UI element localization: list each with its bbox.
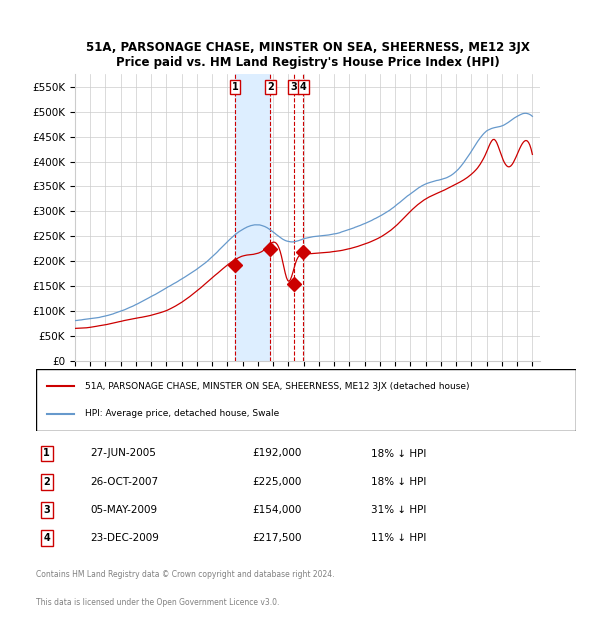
Text: £154,000: £154,000 bbox=[252, 505, 301, 515]
Text: 31% ↓ HPI: 31% ↓ HPI bbox=[371, 505, 426, 515]
Text: 4: 4 bbox=[43, 533, 50, 543]
Text: This data is licensed under the Open Government Licence v3.0.: This data is licensed under the Open Gov… bbox=[36, 598, 280, 607]
Text: 4: 4 bbox=[300, 82, 307, 92]
Text: 1: 1 bbox=[232, 82, 238, 92]
Text: 23-DEC-2009: 23-DEC-2009 bbox=[90, 533, 159, 543]
FancyBboxPatch shape bbox=[36, 369, 576, 431]
Text: 3: 3 bbox=[43, 505, 50, 515]
Text: 51A, PARSONAGE CHASE, MINSTER ON SEA, SHEERNESS, ME12 3JX (detached house): 51A, PARSONAGE CHASE, MINSTER ON SEA, SH… bbox=[85, 382, 469, 391]
Text: 1: 1 bbox=[43, 448, 50, 459]
Text: HPI: Average price, detached house, Swale: HPI: Average price, detached house, Swal… bbox=[85, 409, 279, 418]
Text: 26-OCT-2007: 26-OCT-2007 bbox=[90, 477, 158, 487]
Text: 2: 2 bbox=[43, 477, 50, 487]
Bar bbox=[235, 74, 271, 361]
Text: 2: 2 bbox=[267, 82, 274, 92]
Title: 51A, PARSONAGE CHASE, MINSTER ON SEA, SHEERNESS, ME12 3JX
Price paid vs. HM Land: 51A, PARSONAGE CHASE, MINSTER ON SEA, SH… bbox=[86, 41, 529, 69]
Text: £225,000: £225,000 bbox=[252, 477, 301, 487]
Text: 18% ↓ HPI: 18% ↓ HPI bbox=[371, 477, 426, 487]
Text: Contains HM Land Registry data © Crown copyright and database right 2024.: Contains HM Land Registry data © Crown c… bbox=[36, 570, 335, 579]
Text: £217,500: £217,500 bbox=[252, 533, 302, 543]
Text: 11% ↓ HPI: 11% ↓ HPI bbox=[371, 533, 426, 543]
Text: 27-JUN-2005: 27-JUN-2005 bbox=[90, 448, 156, 459]
Text: 18% ↓ HPI: 18% ↓ HPI bbox=[371, 448, 426, 459]
Text: 05-MAY-2009: 05-MAY-2009 bbox=[90, 505, 157, 515]
Text: £192,000: £192,000 bbox=[252, 448, 301, 459]
Text: 3: 3 bbox=[290, 82, 297, 92]
